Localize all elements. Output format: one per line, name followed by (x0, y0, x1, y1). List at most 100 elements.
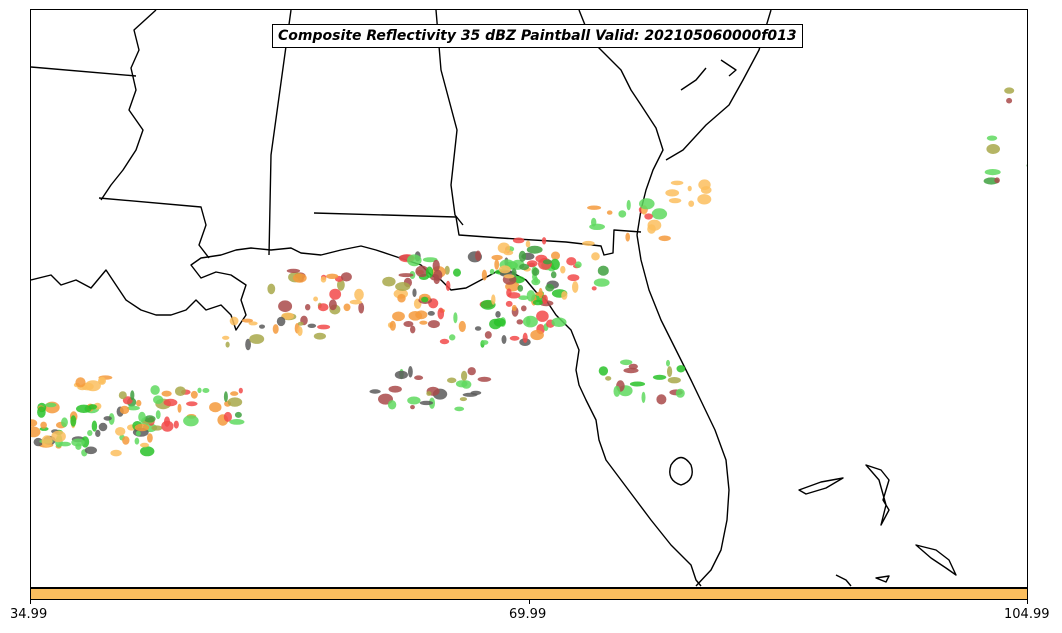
reflectivity-echo (343, 303, 351, 312)
reflectivity-echo (328, 299, 337, 311)
reflectivity-echo (229, 419, 245, 425)
reflectivity-echo (297, 321, 304, 326)
reflectivity-echo (432, 259, 440, 272)
reflectivity-echo (403, 321, 414, 327)
reflectivity-echo (326, 273, 339, 279)
reflectivity-echo (40, 421, 47, 429)
reflectivity-echo (489, 268, 495, 275)
reflectivity-echo (676, 365, 686, 373)
reflectivity-echo (517, 284, 524, 292)
reflectivity-echo (76, 404, 92, 413)
reflectivity-echo (71, 438, 85, 447)
lake-okeechobee (669, 456, 693, 486)
reflectivity-echo (666, 359, 670, 367)
reflectivity-echo (41, 435, 53, 448)
bahamas-island-3 (915, 544, 957, 576)
reflectivity-echo (75, 377, 86, 388)
reflectivity-echo (698, 179, 711, 190)
reflectivity-echo (389, 320, 396, 331)
reflectivity-echo (656, 394, 667, 405)
reflectivity-echo (278, 300, 293, 313)
reflectivity-echo (110, 449, 122, 457)
reflectivity-echo (574, 261, 582, 268)
reflectivity-echo (550, 271, 557, 279)
reflectivity-echo (392, 311, 405, 322)
reflectivity-echo (535, 291, 544, 296)
colorbar-tick-left (30, 600, 31, 604)
reflectivity-echo (455, 380, 468, 388)
reflectivity-echo (526, 290, 536, 302)
reflectivity-echo (227, 397, 243, 407)
reflectivity-echo (153, 395, 164, 405)
reflectivity-echo (119, 405, 130, 415)
reflectivity-echo (155, 410, 161, 420)
reflectivity-echo (297, 326, 303, 337)
reflectivity-echo (419, 400, 434, 406)
reflectivity-echo (470, 390, 482, 395)
louisiana-gulf-coast (31, 245, 702, 587)
reflectivity-echo (164, 416, 170, 427)
reflectivity-echo (397, 293, 406, 303)
reflectivity-echo (340, 272, 352, 282)
reflectivity-echo (197, 387, 202, 393)
reflectivity-echo (477, 376, 492, 382)
reflectivity-echo (625, 232, 630, 242)
reflectivity-echo (532, 299, 543, 306)
reflectivity-echo (313, 296, 318, 302)
reflectivity-echo (229, 316, 239, 326)
reflectivity-echo (387, 400, 397, 410)
reflectivity-echo (613, 385, 621, 397)
reflectivity-echo (542, 294, 548, 305)
reflectivity-echo (173, 420, 179, 429)
reflectivity-echo (70, 415, 77, 427)
reflectivity-echo (519, 263, 530, 271)
reflectivity-echo (209, 402, 222, 413)
reflectivity-echo (31, 426, 41, 438)
reflectivity-echo (598, 366, 609, 376)
reflectivity-echo (150, 385, 160, 395)
reflectivity-echo (130, 390, 135, 401)
reflectivity-echoes (31, 87, 1027, 457)
reflectivity-echo (183, 415, 199, 427)
colorbar-tick-label-middle: 69.99 (509, 607, 547, 622)
reflectivity-echo (427, 320, 440, 329)
reflectivity-echo (639, 198, 655, 210)
reflectivity-echo (566, 257, 577, 266)
reflectivity-echo (61, 417, 68, 428)
reflectivity-echo (317, 324, 331, 330)
reflectivity-echo (491, 294, 496, 305)
reflectivity-echo (461, 370, 468, 381)
reflectivity-echo (697, 194, 712, 205)
reflectivity-echo (267, 283, 276, 295)
reflectivity-echo (134, 423, 150, 432)
reflectivity-echo (230, 391, 239, 396)
reflectivity-echo (320, 276, 327, 283)
reflectivity-echo (522, 332, 528, 343)
reflectivity-echo (532, 267, 540, 276)
reflectivity-echo (140, 442, 149, 448)
reflectivity-echo (626, 199, 631, 211)
reflectivity-echo (536, 310, 549, 322)
reflectivity-echo (75, 443, 82, 450)
reflectivity-echo (606, 210, 613, 215)
reflectivity-echo (503, 250, 514, 256)
reflectivity-echo (670, 180, 684, 186)
reflectivity-echo (225, 341, 230, 348)
reflectivity-echo (518, 295, 529, 301)
reflectivity-echo (414, 375, 424, 381)
reflectivity-echo (259, 324, 265, 329)
reflectivity-echo (223, 391, 228, 403)
reflectivity-echo (175, 386, 186, 397)
reflectivity-echo (494, 259, 500, 270)
reflectivity-echo (526, 260, 538, 267)
reflectivity-map (31, 10, 1027, 587)
reflectivity-echo (98, 376, 106, 385)
reflectivity-echo (454, 406, 465, 412)
colorbar-tick-right (1027, 600, 1028, 604)
reflectivity-echo (652, 374, 667, 380)
reflectivity-echo (516, 319, 524, 325)
reflectivity-echo (506, 288, 512, 298)
reflectivity-echo (474, 326, 482, 331)
reflectivity-echo (675, 388, 685, 398)
reflectivity-echo (587, 205, 602, 210)
